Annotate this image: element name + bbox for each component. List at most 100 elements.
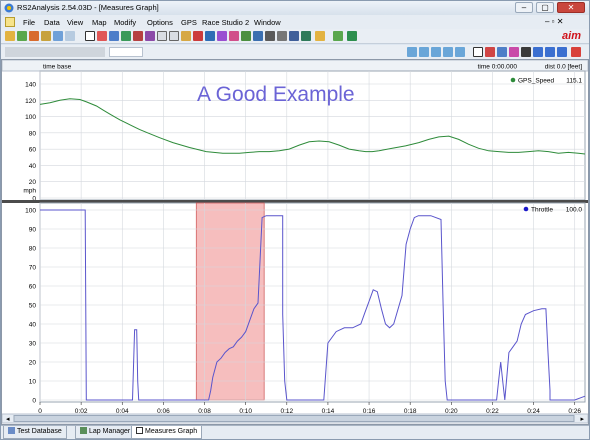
distance-base-icon[interactable] [485, 47, 495, 57]
zoom-reset-icon[interactable] [455, 47, 465, 57]
zoom-fit-icon[interactable] [431, 47, 441, 57]
grid-icon[interactable] [347, 31, 357, 41]
chart-separator[interactable] [2, 200, 588, 203]
print-icon[interactable] [301, 31, 311, 41]
measures-graph-panel[interactable]: time base time 0:00.000 dist 0.0 [feet] 0 20… [1, 59, 589, 425]
x-tick-label: 0:18 [404, 408, 417, 415]
throttle-y-tick-label: 70 [29, 265, 37, 272]
throttle-y-tick-label: 40 [29, 322, 37, 329]
aim-brand-logo: aim [562, 30, 581, 42]
layout-icon[interactable] [533, 47, 543, 57]
speed-y-tick-label: 140 [25, 82, 36, 89]
minimize-button[interactable]: – [515, 2, 533, 13]
marker-icon[interactable] [509, 47, 519, 57]
menu-options[interactable]: Options [147, 18, 173, 27]
graph-toolbar [1, 45, 589, 59]
measures-graph-svg[interactable]: time base time 0:00.000 dist 0.0 [feet] 0 20… [2, 60, 588, 424]
tab-lap-manager[interactable]: Lap Manager [75, 426, 136, 439]
line-chart-icon[interactable] [97, 31, 107, 41]
channel-list-icon[interactable] [571, 47, 581, 57]
plot-icon[interactable] [333, 31, 343, 41]
tab-test-database[interactable]: Test Database [3, 426, 67, 439]
x-tick-label: 0:26 [568, 408, 581, 415]
x-tick-label: 0:14 [322, 408, 335, 415]
speed-legend-name: GPS_Speed [518, 78, 555, 85]
throttle-y-tick-label: 90 [29, 227, 37, 234]
measures-graph-icon[interactable] [85, 31, 95, 41]
table-icon[interactable] [157, 31, 167, 41]
speed-series-line [39, 98, 586, 155]
track-map-icon[interactable] [181, 31, 191, 41]
maximize-button[interactable]: ▢ [536, 2, 554, 13]
x-tick-label: 0:24 [527, 408, 540, 415]
lap-icon [80, 427, 87, 434]
video-icon[interactable] [265, 31, 275, 41]
zoom-in-icon[interactable] [407, 47, 417, 57]
scatter-icon[interactable] [193, 31, 203, 41]
throttle-legend-marker [523, 206, 529, 212]
open-folder-icon[interactable] [5, 31, 15, 41]
throttle-y-tick-label: 0 [32, 398, 36, 405]
speed-y-tick-label: 0 [32, 196, 36, 203]
download-icon[interactable] [17, 31, 27, 41]
mdi-controls[interactable]: – ▫ ✕ [545, 17, 564, 26]
tools-icon[interactable] [253, 31, 263, 41]
scrollbar-thumb[interactable] [13, 415, 575, 422]
search-icon[interactable] [289, 31, 299, 41]
tab-measures-graph[interactable]: Measures Graph [131, 426, 203, 439]
app-logo-icon [4, 3, 14, 13]
close-button[interactable]: ✕ [557, 2, 585, 13]
car-icon[interactable] [53, 31, 63, 41]
x-tick-label: 0:10 [239, 408, 252, 415]
menu-bar: File Data View Map Modify Options GPS Ra… [1, 15, 589, 29]
export-icon[interactable] [41, 31, 51, 41]
x-tick-label: 0:22 [486, 408, 499, 415]
speed-plot-area [39, 70, 586, 201]
document-icon[interactable] [5, 17, 15, 27]
report-icon[interactable] [133, 31, 143, 41]
throttle-plot-area [39, 202, 586, 403]
zoom-out-icon[interactable] [419, 47, 429, 57]
throttle-y-tick-label: 10 [29, 379, 37, 386]
speed-y-tick-label: 40 [29, 163, 37, 170]
compare-icon[interactable] [241, 31, 251, 41]
menu-race-studio-2[interactable]: Race Studio 2 [202, 18, 250, 27]
database-icon [8, 427, 15, 434]
throttle-y-tick-label: 50 [29, 303, 37, 310]
throttle-series-line [40, 209, 586, 401]
speed-legend-value: 115.1 [566, 78, 582, 85]
speed-legend-marker [510, 77, 516, 83]
import-icon[interactable] [29, 31, 39, 41]
columns-icon[interactable] [557, 47, 567, 57]
time-readout: time 0:00.000 [478, 64, 518, 71]
menu-modify[interactable]: Modify [114, 18, 137, 27]
histogram-icon[interactable] [121, 31, 131, 41]
menu-data[interactable]: Data [44, 18, 60, 27]
ruler-icon[interactable] [521, 47, 531, 57]
menu-map[interactable]: Map [92, 18, 107, 27]
zoom-field[interactable] [109, 47, 143, 57]
split-screen-icon[interactable] [277, 31, 287, 41]
split-icon[interactable] [145, 31, 155, 41]
save-icon[interactable] [315, 31, 325, 41]
settings-icon[interactable] [65, 31, 75, 41]
bar-chart-icon[interactable] [109, 31, 119, 41]
zoom-area-icon[interactable] [443, 47, 453, 57]
lap-selector[interactable] [5, 47, 105, 57]
menu-view[interactable]: View [67, 18, 84, 27]
menu-window[interactable]: Window [254, 18, 281, 27]
filter-icon[interactable] [229, 31, 239, 41]
menu-file[interactable]: File [23, 18, 36, 27]
gauge-icon[interactable] [205, 31, 215, 41]
x-tick-label: 0:02 [75, 408, 88, 415]
throttle-y-tick-label: 20 [29, 360, 37, 367]
channels-icon[interactable] [169, 31, 179, 41]
stack-icon[interactable] [545, 47, 555, 57]
tab-label: Test Database [17, 428, 62, 435]
menu-gps[interactable]: GPS [181, 18, 197, 27]
time-base-icon[interactable] [473, 47, 483, 57]
overlay-icon[interactable] [497, 47, 507, 57]
math-channel-icon[interactable] [217, 31, 227, 41]
scroll-left-icon: ◂ [6, 416, 10, 423]
